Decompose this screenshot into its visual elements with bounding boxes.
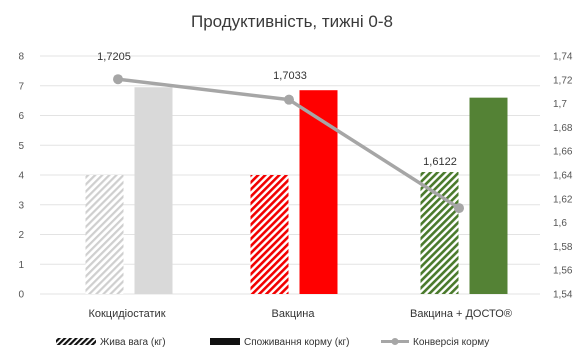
left-tick-label: 4 (18, 171, 24, 182)
category-label: Кокцидіостатик (88, 308, 165, 320)
bars (85, 87, 508, 295)
bar-live-weight (85, 175, 124, 294)
right-tick-label: 1,62 (553, 194, 573, 205)
bar-feed-intake (299, 90, 338, 295)
legend-swatch-live-weight (56, 338, 96, 345)
right-tick-label: 1,54 (553, 290, 573, 301)
category-label: Вакцина (272, 308, 316, 320)
conversion-point (454, 203, 464, 214)
conversion-point (284, 94, 294, 105)
right-tick-label: 1,74 (553, 52, 573, 63)
legend-swatch-feed-intake (210, 338, 240, 345)
legend: Жива вага (кг) Споживання корму (кг) Кон… (56, 337, 489, 348)
right-tick-label: 1,72 (553, 75, 573, 86)
left-axis: 0 1 2 3 4 5 6 7 8 (18, 52, 24, 301)
legend-label-conversion: Конверсія корму (413, 337, 489, 348)
right-tick-label: 1,64 (553, 171, 573, 182)
conversion-data-label: 1,7033 (273, 70, 307, 82)
right-axis: 1,54 1,56 1,58 1,6 1,62 1,64 1,66 1,68 1,7 1,72 1,… (553, 52, 573, 301)
left-tick-label: 2 (18, 230, 24, 241)
right-tick-label: 1,58 (553, 242, 573, 253)
legend-label-live-weight: Жива вага (кг) (100, 337, 166, 348)
bar-feed-intake (469, 97, 508, 295)
conversion-data-label: 1,6122 (423, 156, 457, 168)
legend-marker-conversion (391, 338, 399, 345)
left-tick-label: 6 (18, 111, 24, 122)
right-tick-label: 1,66 (553, 147, 573, 158)
left-tick-label: 3 (18, 200, 24, 211)
bar-live-weight (250, 175, 289, 294)
left-tick-label: 5 (18, 141, 24, 152)
left-tick-label: 8 (18, 52, 24, 63)
left-tick-label: 0 (18, 290, 24, 301)
category-label: Вакцина + ДОСТО® (410, 308, 512, 320)
category-labels: Кокцидіостатик Вакцина Вакцина + ДОСТО® (88, 308, 511, 320)
conversion-line: 1,7205 1,7033 1,6122 (97, 51, 464, 214)
left-tick-label: 7 (18, 81, 24, 92)
conversion-data-label: 1,7205 (97, 51, 131, 63)
right-tick-label: 1,68 (553, 123, 573, 134)
bar-feed-intake (134, 87, 173, 294)
right-tick-label: 1,56 (553, 266, 573, 277)
right-tick-label: 1,6 (553, 218, 567, 229)
chart-title: Продуктивність, тижні 0-8 (191, 12, 393, 31)
conversion-point (113, 74, 123, 85)
right-tick-label: 1,7 (553, 99, 567, 110)
legend-label-feed-intake: Споживання корму (кг) (244, 337, 349, 348)
left-tick-label: 1 (18, 260, 24, 271)
bar-live-weight (420, 172, 459, 294)
